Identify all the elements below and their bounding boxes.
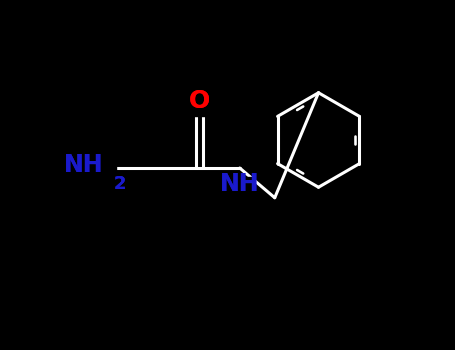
Text: O: O xyxy=(189,90,210,113)
Text: 2: 2 xyxy=(114,175,126,193)
Text: O: O xyxy=(189,90,210,113)
Bar xyxy=(228,177,252,192)
Text: NH: NH xyxy=(220,172,259,196)
Bar xyxy=(74,154,116,182)
Text: NH: NH xyxy=(64,153,103,176)
Text: NH: NH xyxy=(64,153,103,176)
Text: 2: 2 xyxy=(114,175,126,193)
Bar xyxy=(191,98,208,116)
Text: NH: NH xyxy=(220,172,259,196)
